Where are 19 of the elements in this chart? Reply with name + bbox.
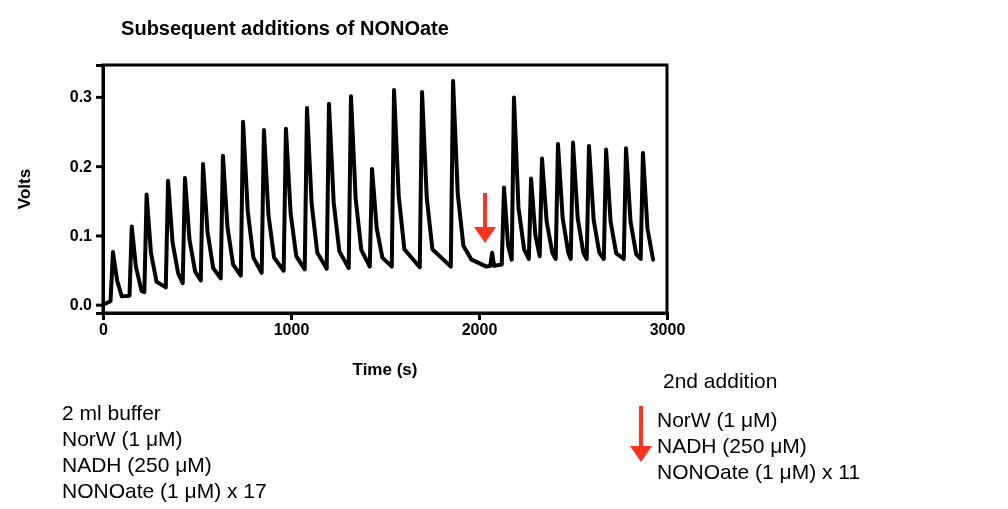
chart-title: Subsequent additions of NONOate <box>121 17 449 39</box>
x-tick-label: 3000 <box>649 321 686 339</box>
text: NADH (250 μM) <box>62 453 212 476</box>
x-tick-label: 2000 <box>461 321 498 339</box>
text: NADH (250 μM) <box>657 434 807 457</box>
y-tick-label: 0.0 <box>69 296 93 314</box>
y-axis-title: Volts <box>15 168 34 210</box>
text: NorW (1 μM) <box>62 427 183 450</box>
text: 2nd addition <box>663 369 778 392</box>
y-tick-label: 0.3 <box>69 88 93 106</box>
y-tick-label: 0.2 <box>69 157 93 175</box>
x-tick-label: 1000 <box>273 321 310 339</box>
x-axis-title: Time (s) <box>352 360 418 379</box>
text: NONOate (1 μM) x 17 <box>62 479 267 502</box>
text: 2 ml buffer <box>62 401 161 424</box>
y-tick-label: 0.1 <box>69 227 93 245</box>
text: NONOate (1 μM) x 11 <box>657 460 861 483</box>
text: NorW (1 μM) <box>657 408 778 431</box>
x-tick-label: 0 <box>99 321 109 339</box>
